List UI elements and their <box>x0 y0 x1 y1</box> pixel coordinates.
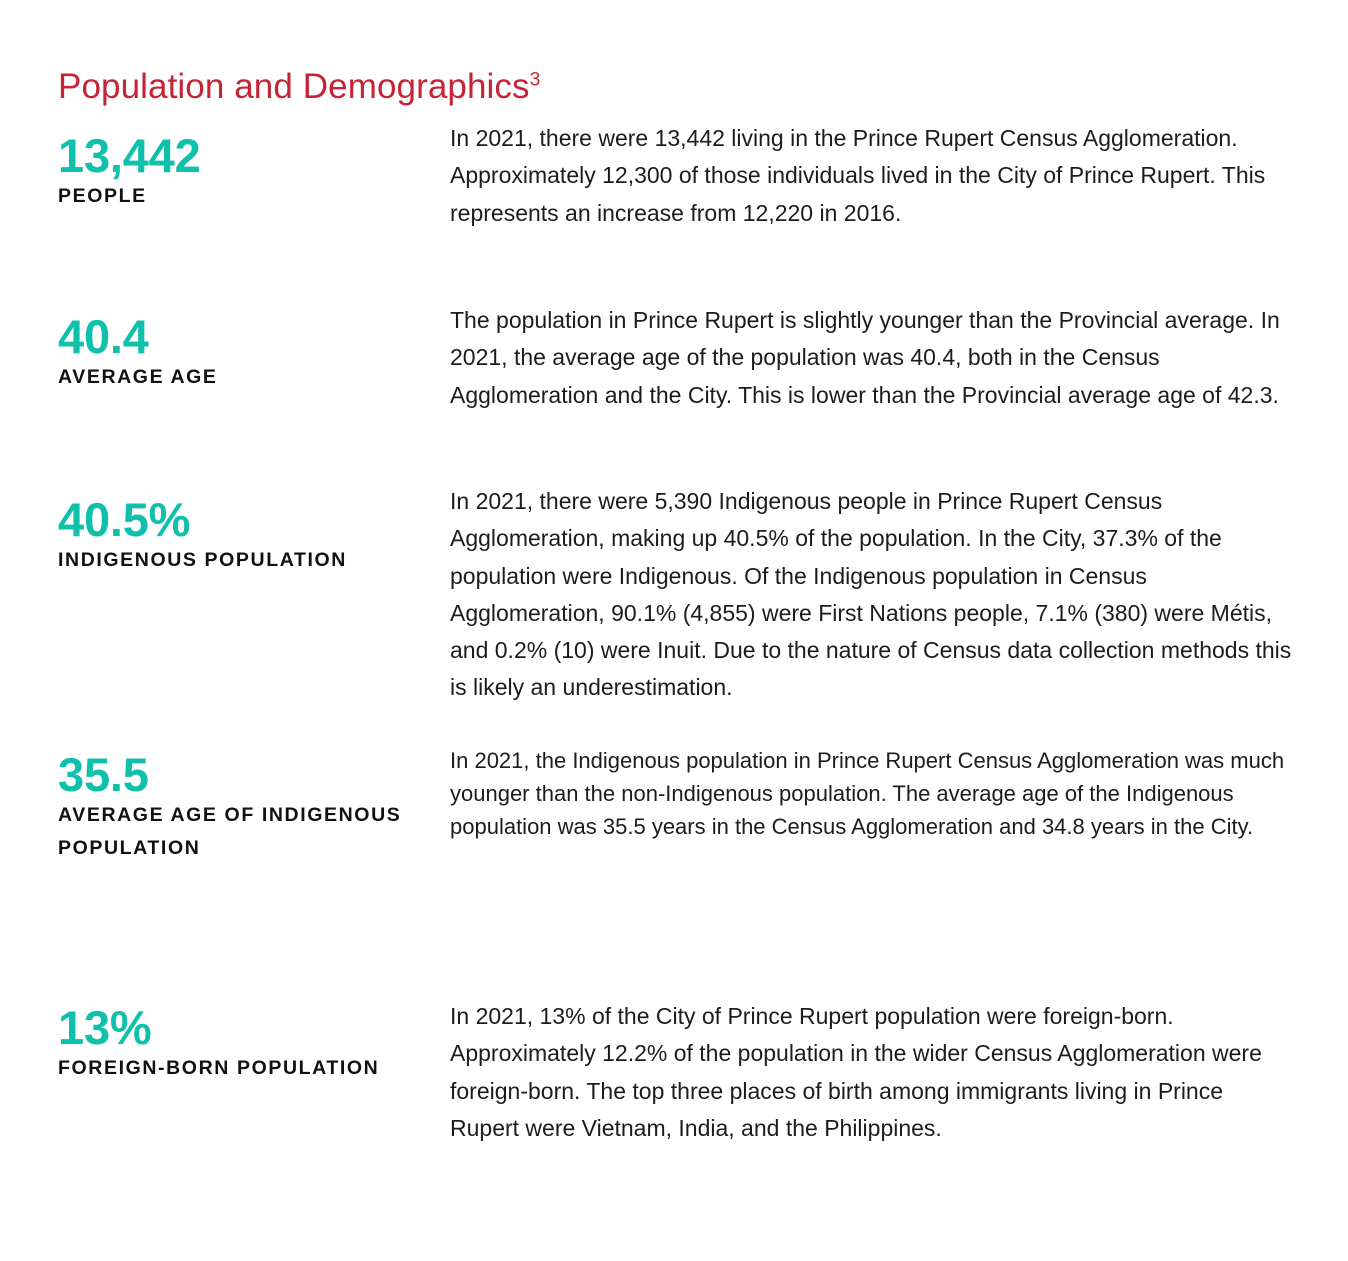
stat-figure-group: 40.4 AVERAGE AGE <box>58 313 428 394</box>
stat-label: AVERAGE AGE <box>58 365 218 388</box>
stat-description: In 2021, there were 13,442 living in the… <box>450 125 1266 226</box>
page-title-text: Population and Demographics <box>58 67 530 107</box>
stat-label: AVERAGE AGE OF INDIGENOUS POPULATION <box>58 803 402 860</box>
page-title: Population and Demographics3 <box>58 67 540 107</box>
stat-value: 13% <box>58 1001 152 1054</box>
stat-figure-group: 13% FOREIGN-BORN POPULATION <box>58 1004 428 1085</box>
stat-label: FOREIGN-BORN POPULATION <box>58 1056 380 1079</box>
stat-description: In 2021, 13% of the City of Prince Ruper… <box>450 1003 1262 1141</box>
stat-value: 40.5% <box>58 493 191 546</box>
stat-value: 35.5 <box>58 748 149 801</box>
stat-description: In 2021, there were 5,390 Indigenous peo… <box>450 488 1292 701</box>
stat-figure-group: 35.5 AVERAGE AGE OF INDIGENOUS POPULATIO… <box>58 751 428 866</box>
stat-value: 40.4 <box>58 310 149 363</box>
footnote-marker: 3 <box>529 69 541 91</box>
stat-figure-group: 13,442 PEOPLE <box>58 132 428 213</box>
stat-label: PEOPLE <box>58 184 147 207</box>
stat-value: 13,442 <box>58 129 201 182</box>
stat-description: The population in Prince Rupert is sligh… <box>450 307 1280 408</box>
stat-description: In 2021, the Indigenous population in Pr… <box>450 748 1285 839</box>
stat-label: INDIGENOUS POPULATION <box>58 548 347 571</box>
stat-figure-group: 40.5% INDIGENOUS POPULATION <box>58 496 428 577</box>
